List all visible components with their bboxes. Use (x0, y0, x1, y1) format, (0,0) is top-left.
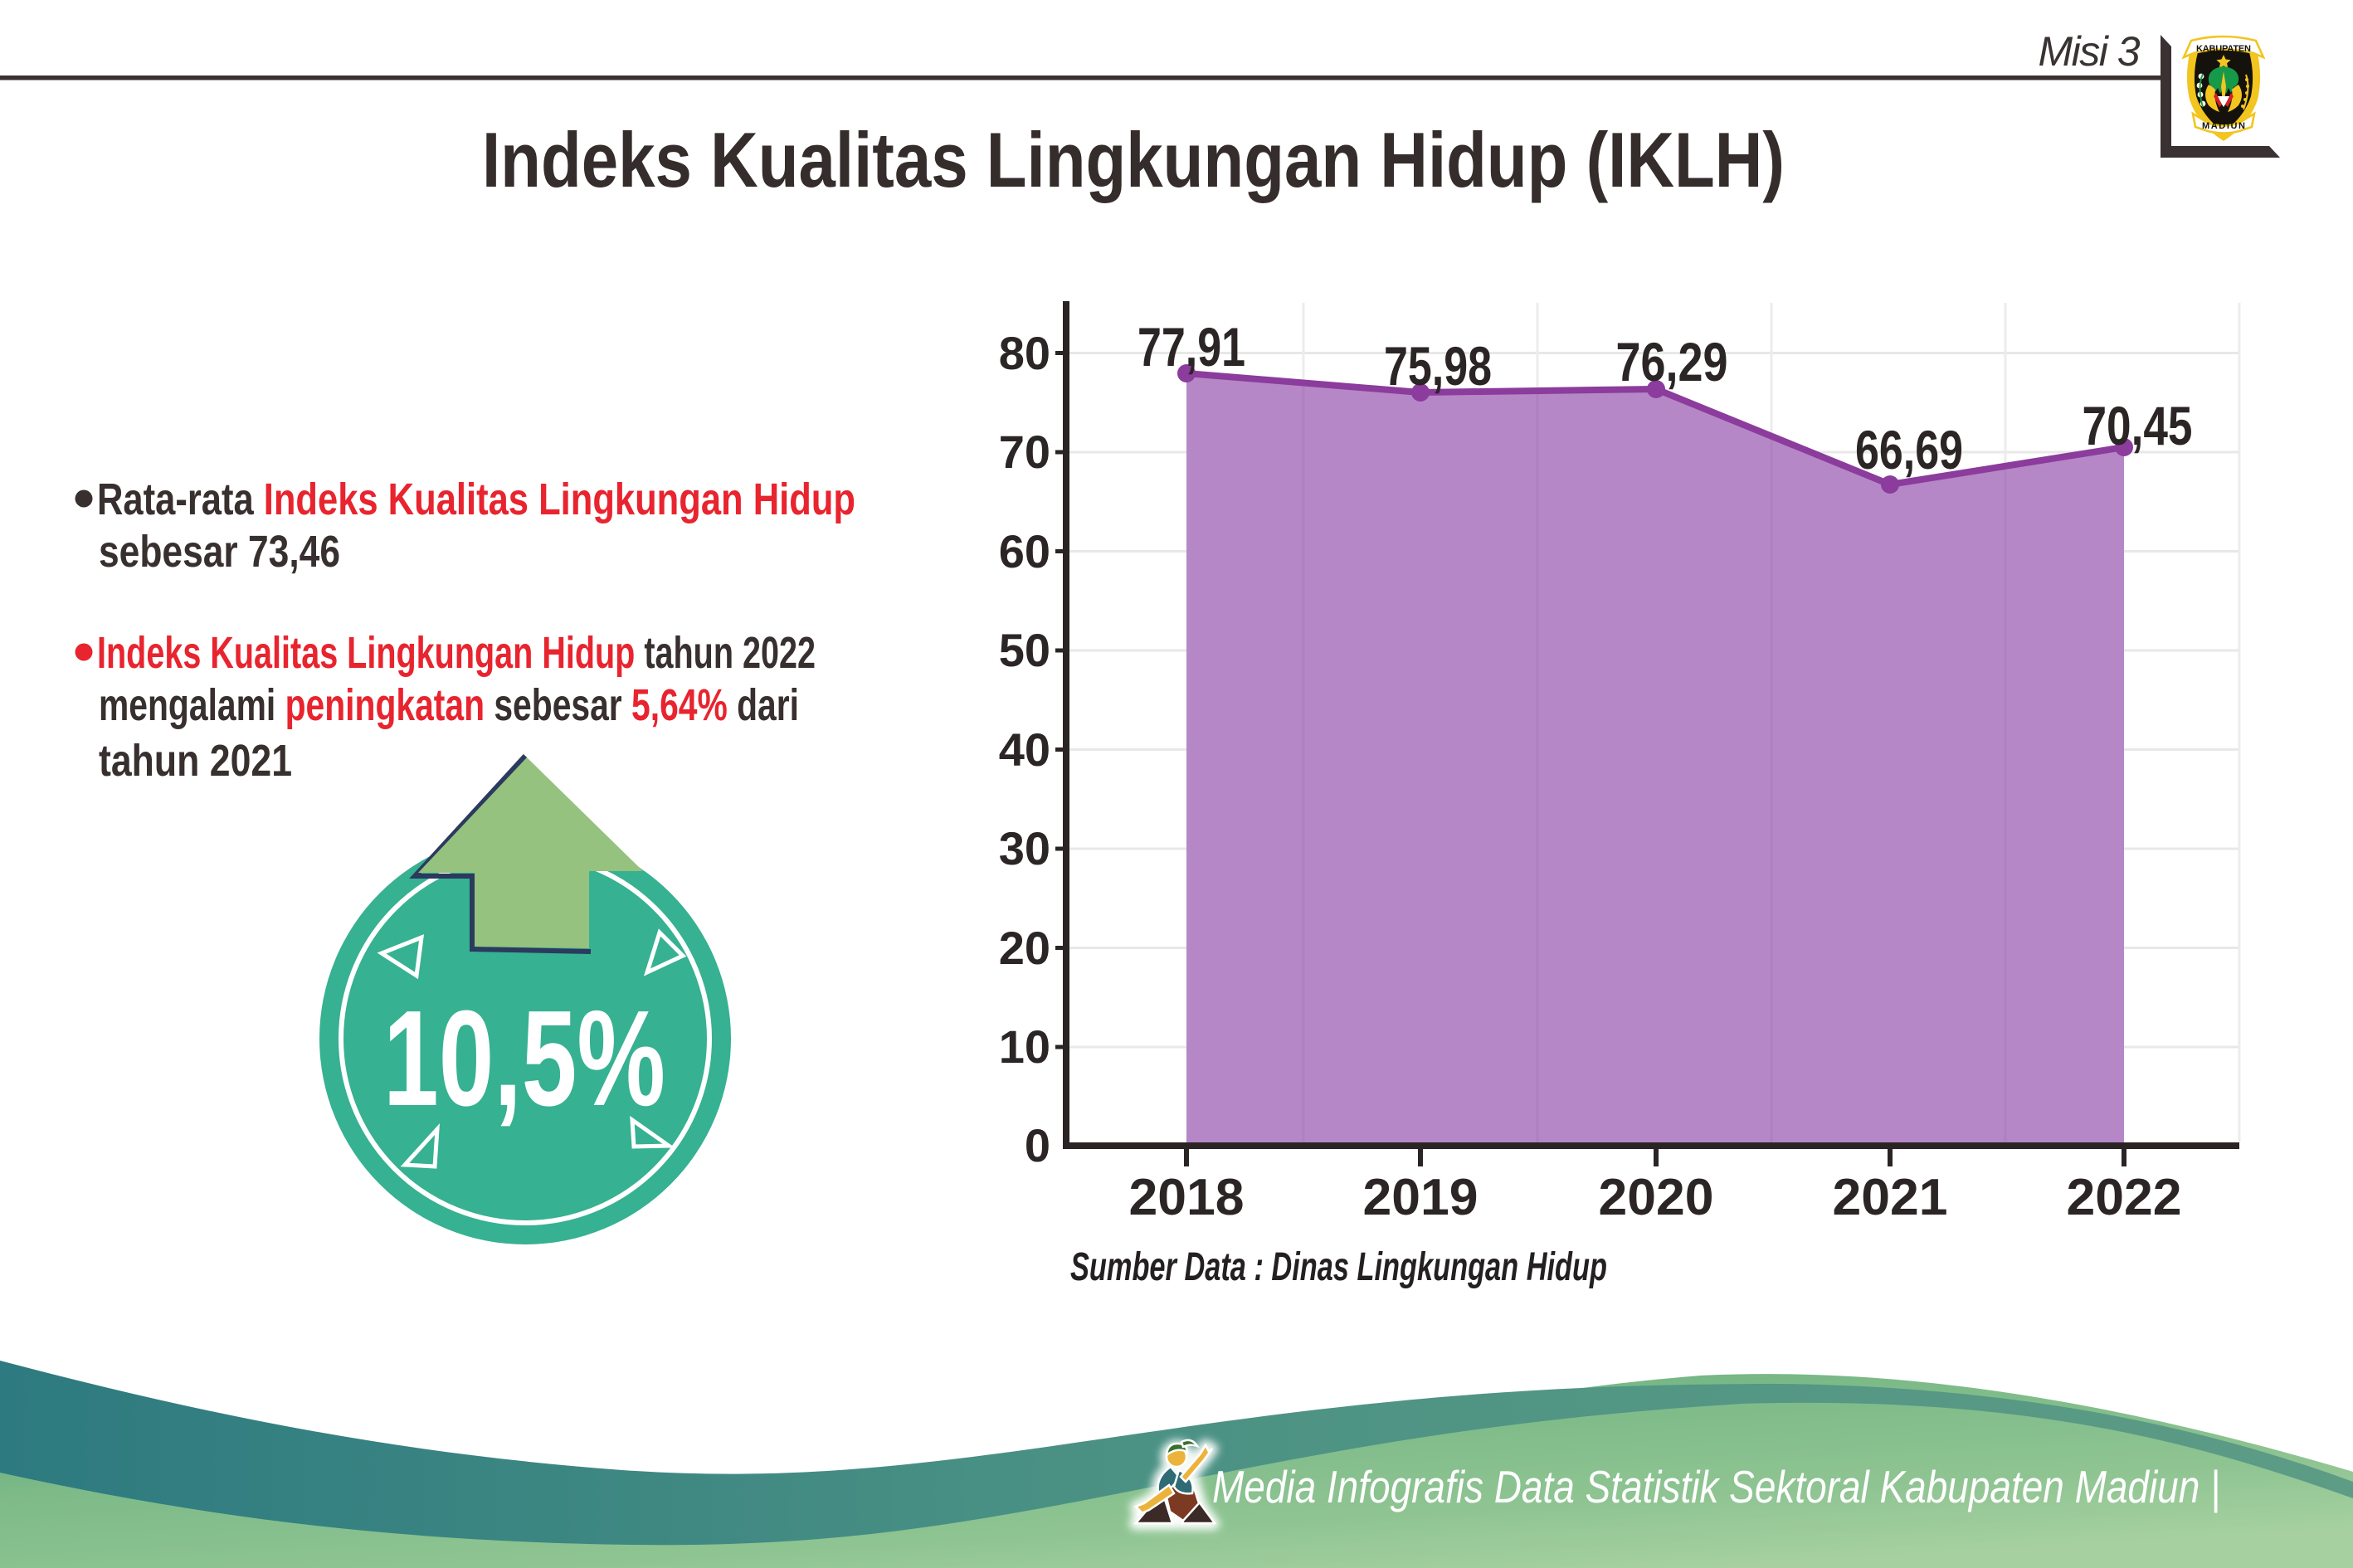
svg-text:30: 30 (999, 822, 1050, 874)
svg-text:KABUPATEN: KABUPATEN (2196, 44, 2251, 54)
svg-text:mengalami peningkatan sebesar: mengalami peningkatan sebesar 5,64% dari (99, 680, 799, 730)
svg-text:60: 60 (999, 525, 1050, 577)
svg-text:80: 80 (999, 327, 1050, 379)
svg-text:2018: 2018 (1129, 1169, 1245, 1226)
svg-text:Rata-rata Indeks Kualitas Ling: Rata-rata Indeks Kualitas Lingkungan Hid… (97, 475, 855, 524)
svg-text:70,45: 70,45 (2083, 395, 2193, 456)
svg-text:70: 70 (999, 426, 1050, 478)
svg-text:20: 20 (999, 922, 1050, 974)
svg-text:MADIUN: MADIUN (2202, 121, 2245, 131)
svg-text:tahun 2021: tahun 2021 (99, 736, 292, 786)
svg-text:Indeks Kualitas Lingkungan Hid: Indeks Kualitas Lingkungan Hidup (IKLH) (482, 116, 1785, 203)
svg-text:2022: 2022 (2067, 1169, 2182, 1226)
svg-text:77,91: 77,91 (1138, 316, 1245, 377)
svg-text:Misi 3: Misi 3 (2039, 28, 2141, 75)
svg-text:10,5%: 10,5% (383, 982, 665, 1134)
svg-text:sebesar 73,46: sebesar 73,46 (99, 527, 340, 577)
svg-text:75,98: 75,98 (1384, 335, 1492, 397)
svg-text:40: 40 (999, 723, 1050, 776)
svg-text:76,29: 76,29 (1616, 331, 1728, 392)
svg-text:50: 50 (999, 624, 1050, 676)
svg-text:10: 10 (999, 1020, 1050, 1073)
svg-text:Indeks Kualitas Lingkungan Hid: Indeks Kualitas Lingkungan Hidup tahun 2… (97, 628, 816, 678)
svg-text:Sumber Data : Dinas Lingkungan: Sumber Data : Dinas Lingkungan Hidup (1070, 1245, 1607, 1289)
svg-text:2020: 2020 (1599, 1169, 1714, 1226)
svg-text:66,69: 66,69 (1855, 419, 1963, 480)
svg-text:0: 0 (1025, 1119, 1050, 1171)
svg-text:2019: 2019 (1363, 1169, 1479, 1226)
svg-text:2021: 2021 (1833, 1169, 1948, 1226)
svg-text:Media Infografis Data Statisti: Media Infografis Data Statistik Sektoral… (1212, 1461, 2220, 1513)
